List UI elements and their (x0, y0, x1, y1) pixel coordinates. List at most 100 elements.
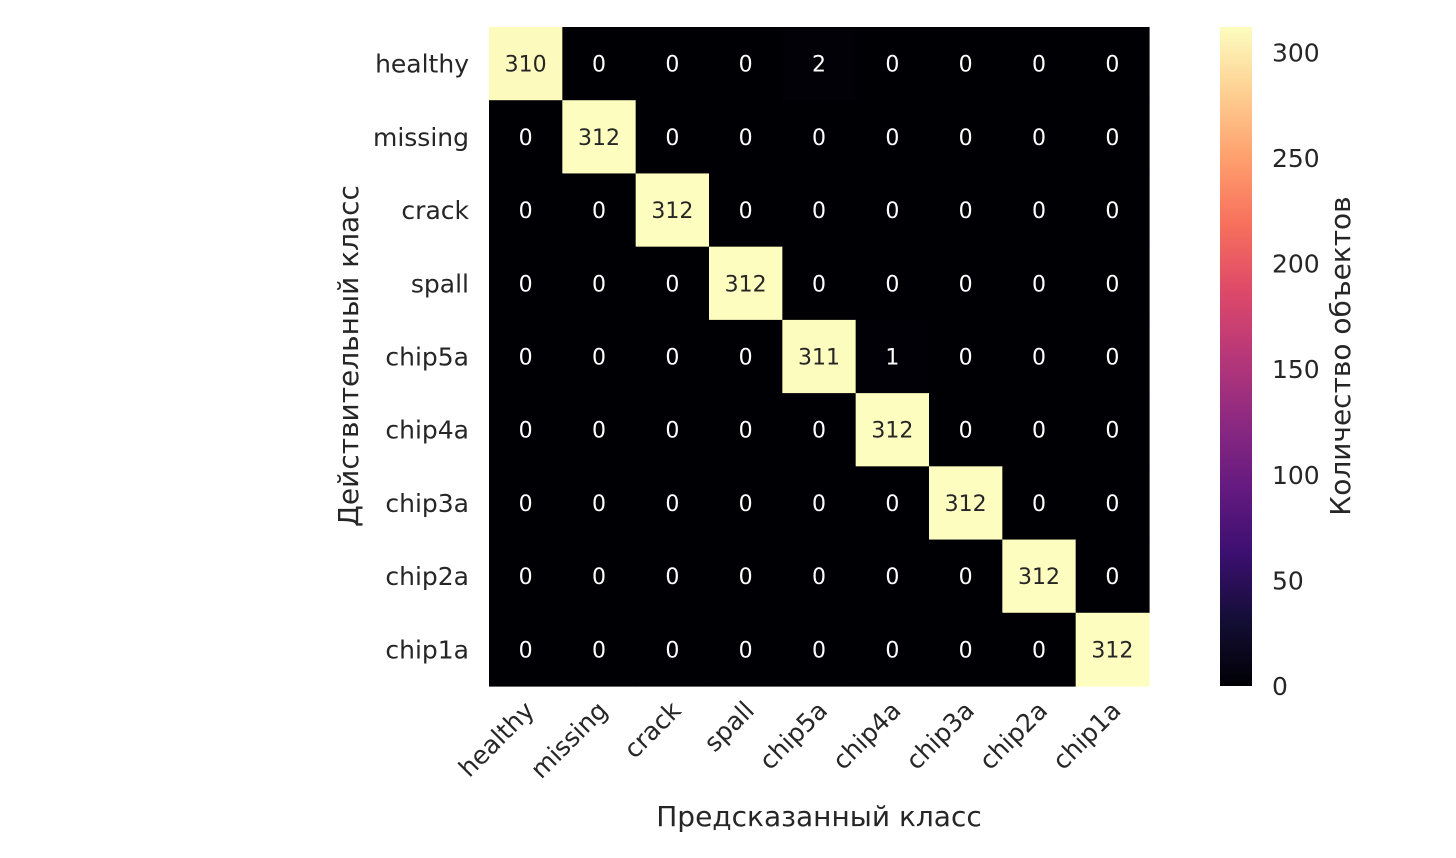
heatmap-cell (855, 246, 930, 321)
colorbar-tick-labels: 0 50 100 150 200 250 300 (1272, 38, 1320, 701)
heatmap-cell (562, 612, 637, 687)
heatmap-cell (1002, 393, 1077, 467)
cell-value-label: 0 (665, 346, 679, 371)
heatmap-cell (709, 100, 783, 175)
heatmap-cell (489, 393, 563, 467)
heatmap-cell (1075, 246, 1150, 321)
cell-value-label: 0 (959, 346, 973, 371)
x-axis-title: Предсказанный класс (656, 800, 982, 833)
cell-value-label: 311 (798, 346, 840, 371)
heatmap-cell (489, 319, 563, 394)
cell-value-label: 0 (519, 419, 533, 444)
heatmap-cell (489, 246, 563, 321)
cell-value-label: 312 (1091, 638, 1133, 663)
heatmap-cell (489, 612, 563, 687)
heatmap-cell (929, 173, 1003, 248)
heatmap-cell (855, 539, 930, 614)
colorbar-tick-label: 300 (1272, 38, 1320, 67)
heatmap-cell (855, 100, 930, 175)
y-tick-label: chip1a (385, 635, 469, 664)
heatmap-cell (929, 466, 1003, 541)
cell-value-label: 0 (812, 565, 826, 590)
heatmap-cell (562, 246, 637, 321)
colorbar-tick-label: 50 (1272, 566, 1304, 595)
cell-value-label: 0 (519, 199, 533, 224)
cell-value-label: 0 (812, 199, 826, 224)
colorbar-tick-label: 150 (1272, 355, 1320, 384)
heatmap-cell (1075, 27, 1150, 101)
y-tick-label: healthy (375, 50, 469, 79)
x-tick-label: spall (698, 696, 760, 758)
cell-value-label: 0 (1032, 638, 1046, 663)
x-tick-label: missing (525, 696, 613, 784)
heatmap-cell (489, 27, 563, 101)
cell-value-label: 0 (1032, 346, 1046, 371)
cell-value-label: 0 (1105, 272, 1119, 297)
heatmap-cell (1002, 539, 1077, 614)
heatmap-cells (489, 27, 1150, 687)
cell-value-label: 0 (885, 492, 899, 517)
heatmap-cell (709, 319, 783, 394)
heatmap-cell (635, 100, 710, 175)
cell-value-label: 0 (1032, 199, 1046, 224)
heatmap-cell (562, 319, 637, 394)
colorbar-tick-label: 0 (1272, 672, 1288, 701)
heatmap-cell (562, 466, 637, 541)
cell-value-label: 0 (665, 565, 679, 590)
y-tick-label: spall (411, 269, 469, 298)
heatmap-cell (1075, 393, 1150, 467)
colorbar-tick-label: 200 (1272, 250, 1320, 279)
heatmap-cell (709, 539, 783, 614)
y-tick-label: missing (373, 123, 469, 152)
y-axis-title: Действительный класс (332, 185, 365, 527)
heatmap-cell (1002, 319, 1077, 394)
heatmap-cell (635, 539, 710, 614)
cell-value-label: 0 (739, 492, 753, 517)
cell-value-label: 0 (519, 565, 533, 590)
heatmap-cell (635, 27, 710, 101)
cell-value-label: 0 (592, 199, 606, 224)
heatmap-cell (1002, 246, 1077, 321)
cell-value-label: 0 (665, 126, 679, 151)
cell-value-label: 0 (885, 638, 899, 663)
y-tick-label: crack (401, 196, 469, 225)
y-tick-labels: healthy missing crack spall chip5a chip4a chip… (373, 50, 470, 665)
cell-value-label: 0 (1105, 419, 1119, 444)
cell-value-label: 0 (665, 53, 679, 78)
cell-value-label: 0 (592, 565, 606, 590)
heatmap-cell (489, 466, 563, 541)
heatmap-cell (855, 319, 930, 394)
x-tick-label: chip2a (974, 696, 1054, 776)
colorbar: 0 50 100 150 200 250 300 Количество объектов (1220, 27, 1357, 701)
heatmap-cell (562, 393, 637, 467)
cell-value-label: 0 (1032, 53, 1046, 78)
cell-value-label: 0 (812, 492, 826, 517)
y-tick-label: chip2a (385, 562, 469, 591)
cell-value-label: 0 (739, 565, 753, 590)
heatmap-cell (635, 393, 710, 467)
heatmap-cell (1002, 466, 1077, 541)
cell-value-label: 312 (871, 419, 913, 444)
x-tick-label: crack (618, 695, 687, 764)
cell-value-label: 0 (812, 272, 826, 297)
cell-value-label: 0 (885, 199, 899, 224)
heatmap-cell (709, 27, 783, 101)
cell-value-label: 312 (578, 126, 620, 151)
heatmap-cell (929, 246, 1003, 321)
heatmap-cell (489, 100, 563, 175)
cell-value-label: 0 (1032, 126, 1046, 151)
cell-value-label: 0 (519, 492, 533, 517)
heatmap-cell (855, 173, 930, 248)
heatmap-cell (1075, 100, 1150, 175)
cell-value-label: 0 (592, 346, 606, 371)
heatmap-cell (1002, 27, 1077, 101)
y-tick-label: chip5a (385, 343, 469, 372)
cell-value-label: 0 (592, 492, 606, 517)
cell-value-label: 0 (739, 638, 753, 663)
cell-value-label: 0 (959, 272, 973, 297)
cell-value-label: 0 (665, 492, 679, 517)
cell-value-label: 312 (651, 199, 693, 224)
heatmap-cell (489, 173, 563, 248)
heatmap-cell (782, 539, 857, 614)
